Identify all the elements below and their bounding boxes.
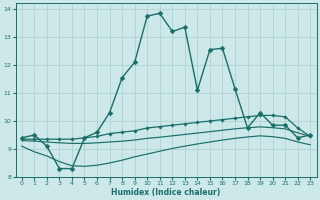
X-axis label: Humidex (Indice chaleur): Humidex (Indice chaleur) <box>111 188 221 197</box>
